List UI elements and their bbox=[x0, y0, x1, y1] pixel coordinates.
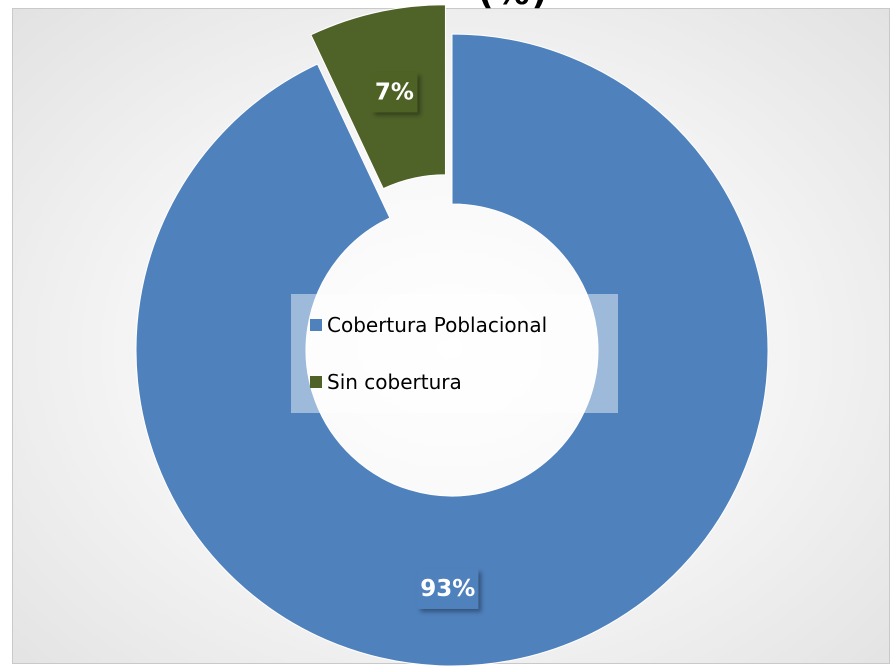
legend-entry: Sin cobertura bbox=[310, 366, 618, 398]
data-label: 93% bbox=[417, 568, 479, 609]
data-labels-layer: 93% 7% bbox=[371, 72, 479, 609]
doughnut-slice bbox=[135, 33, 769, 666]
data-label: 7% bbox=[371, 72, 418, 113]
legend-label: Sin cobertura bbox=[327, 370, 462, 394]
data-label-text: 93% bbox=[420, 576, 475, 602]
legend-label: Cobertura Poblacional bbox=[327, 313, 548, 337]
legend: Cobertura Poblacional Sin cobertura bbox=[291, 294, 618, 413]
legend-entry: Cobertura Poblacional bbox=[310, 309, 618, 341]
data-label-box bbox=[417, 568, 479, 609]
data-label-text: 7% bbox=[375, 79, 414, 105]
legend-swatch-icon bbox=[310, 319, 322, 331]
legend-swatch-icon bbox=[310, 376, 322, 388]
data-label-box bbox=[371, 72, 418, 113]
chart-title-fragment: (%) bbox=[478, 0, 549, 10]
